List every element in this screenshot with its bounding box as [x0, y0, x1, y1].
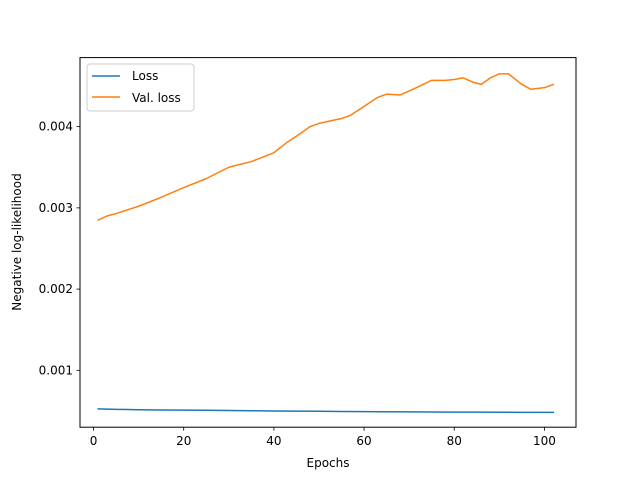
plot-frame [79, 57, 577, 428]
x-axis-label: Epochs [307, 456, 350, 470]
y-axis-ticks: 0.001 0.002 0.003 0.004 [39, 120, 80, 377]
x-tick-label: 100 [533, 434, 556, 448]
y-tick-label: 0.003 [39, 201, 73, 215]
x-tick-label: 20 [176, 434, 191, 448]
legend-label-val-loss: Val. loss [132, 91, 181, 105]
series-line-val-loss [97, 73, 555, 221]
y-tick-label: 0.001 [39, 363, 73, 377]
legend-label-loss: Loss [132, 69, 158, 83]
series-line-loss [97, 408, 555, 414]
x-tick-label: 80 [447, 434, 462, 448]
x-tick-label: 60 [356, 434, 371, 448]
x-axis-ticks: 0 20 40 60 80 100 [90, 427, 556, 448]
legend: Loss Val. loss [86, 63, 195, 112]
x-tick-label: 0 [90, 434, 98, 448]
series-layer [97, 73, 555, 414]
y-axis-label: Negative log-likelihood [10, 173, 24, 310]
y-tick-label: 0.002 [39, 282, 73, 296]
x-tick-label: 40 [266, 434, 281, 448]
y-tick-label: 0.004 [39, 120, 73, 134]
